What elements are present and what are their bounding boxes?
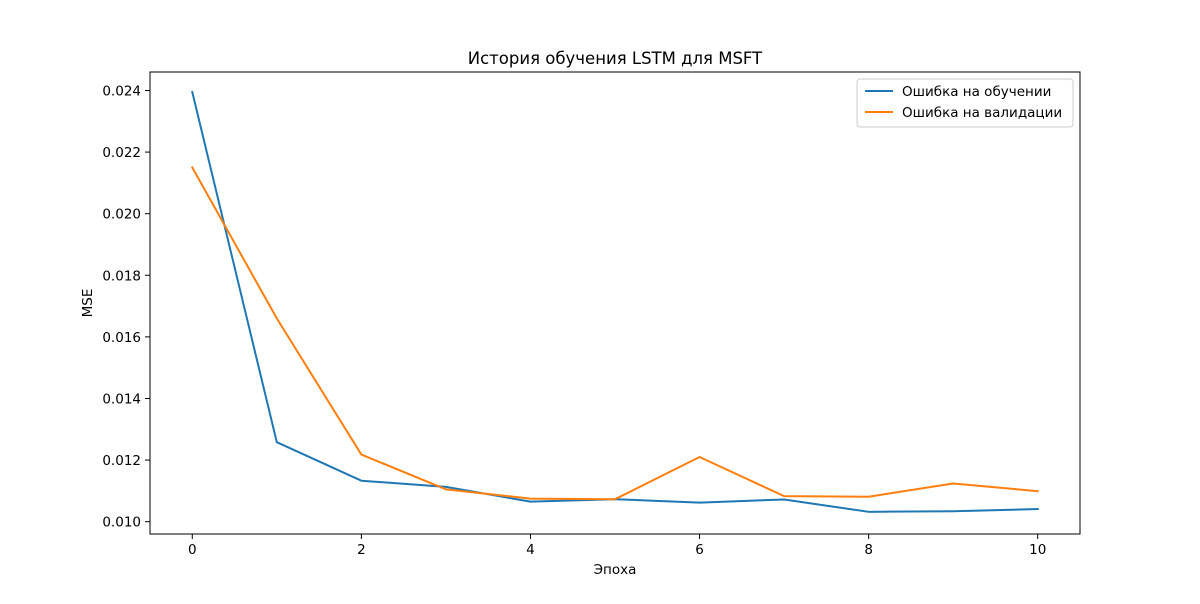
x-axis: 0 2 4 6 8 10 [188,534,1046,558]
y-axis: 0.010 0.012 0.014 0.016 0.018 0.020 0.022 0.024 [102,83,150,531]
x-tick-label: 4 [526,542,535,558]
y-tick-label: 0.010 [102,515,141,531]
legend-label: Ошибка на валидации [902,105,1062,121]
x-tick-label: 6 [695,542,704,558]
series-layer [190,90,1039,513]
chart-title: История обучения LSTM для MSFT [468,49,763,68]
legend-frame [856,78,1074,128]
y-tick-label: 0.020 [102,207,141,223]
y-tick-label: 0.012 [102,453,141,469]
y-axis-label: MSE [80,289,96,318]
legend-label: Ошибка на обучении [902,84,1051,100]
y-tick-label: 0.022 [102,145,141,161]
x-tick-label: 8 [864,542,873,558]
y-tick-label: 0.018 [102,268,141,284]
y-tick-label: 0.024 [102,83,141,99]
x-tick-label: 10 [1029,542,1046,558]
plot-area-frame [149,71,1081,535]
y-tick-label: 0.014 [102,391,141,407]
x-axis-label: Эпоха [594,562,637,578]
series-line-validation [190,166,1039,501]
x-tick-label: 0 [188,542,197,558]
x-tick-label: 2 [357,542,366,558]
legend: Ошибка на обучении Ошибка на валидации [856,78,1074,128]
y-tick-label: 0.016 [102,330,141,346]
